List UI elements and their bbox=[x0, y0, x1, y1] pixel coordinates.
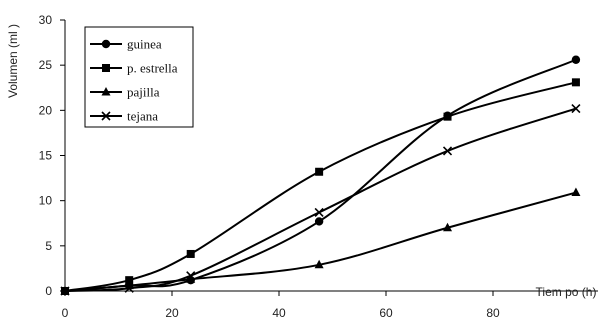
data-point-guinea bbox=[314, 217, 324, 226]
data-point-p-estrella bbox=[315, 167, 324, 176]
legend-marker-guinea bbox=[101, 39, 111, 49]
data-point-guinea bbox=[571, 55, 581, 64]
data-point-tejana bbox=[442, 146, 453, 156]
data-point-pajilla bbox=[443, 222, 453, 232]
x-tick-label: 60 bbox=[379, 306, 393, 320]
data-point-pajilla bbox=[186, 274, 196, 283]
x-axis-title: Tiem po (h) bbox=[536, 285, 597, 299]
legend-box bbox=[84, 26, 194, 128]
legend-label-pajilla: pajilla bbox=[127, 85, 160, 100]
data-point-tejana bbox=[124, 283, 134, 293]
x-tick-label: 80 bbox=[486, 306, 500, 320]
chart-legend: guinea p. estrella pajilla tejana bbox=[84, 26, 194, 128]
chart-axes: 0 5 10 15 20 25 30 0 20 40 60 80 Tiem po (h) Volumen … bbox=[6, 13, 598, 320]
legend-marker-p-estrella bbox=[102, 64, 110, 72]
data-point-tejana bbox=[60, 286, 70, 296]
legend-marker-tejana bbox=[101, 111, 111, 121]
legend-label-p-estrella: p. estrella bbox=[127, 61, 178, 76]
legend-marker-pajilla bbox=[101, 87, 111, 96]
y-tick-label: 15 bbox=[39, 149, 53, 163]
x-tick-label: 20 bbox=[165, 306, 179, 320]
data-point-p-estrella bbox=[571, 78, 580, 87]
y-tick-label: 30 bbox=[39, 13, 53, 27]
y-tick-label: 10 bbox=[39, 194, 53, 208]
y-tick-label: 25 bbox=[39, 58, 53, 72]
data-point-tejana bbox=[571, 103, 581, 114]
legend-label-tejana: tejana bbox=[127, 109, 158, 124]
data-point-tejana bbox=[314, 207, 324, 217]
y-tick-label: 5 bbox=[45, 239, 52, 253]
x-tick-label: 0 bbox=[62, 306, 69, 320]
data-point-p-estrella bbox=[443, 112, 452, 121]
legend-label-guinea: guinea bbox=[127, 37, 162, 52]
y-tick-label: 20 bbox=[39, 103, 53, 117]
data-point-pajilla bbox=[314, 259, 324, 269]
y-tick-label: 0 bbox=[45, 284, 52, 298]
series-markers bbox=[60, 55, 581, 296]
data-point-p-estrella bbox=[186, 249, 195, 258]
y-axis-title: Volumen (ml ) bbox=[6, 24, 20, 98]
data-point-tejana bbox=[186, 271, 196, 281]
data-point-p-estrella bbox=[125, 276, 134, 285]
x-tick-label: 40 bbox=[272, 306, 286, 320]
data-point-pajilla bbox=[571, 187, 581, 197]
